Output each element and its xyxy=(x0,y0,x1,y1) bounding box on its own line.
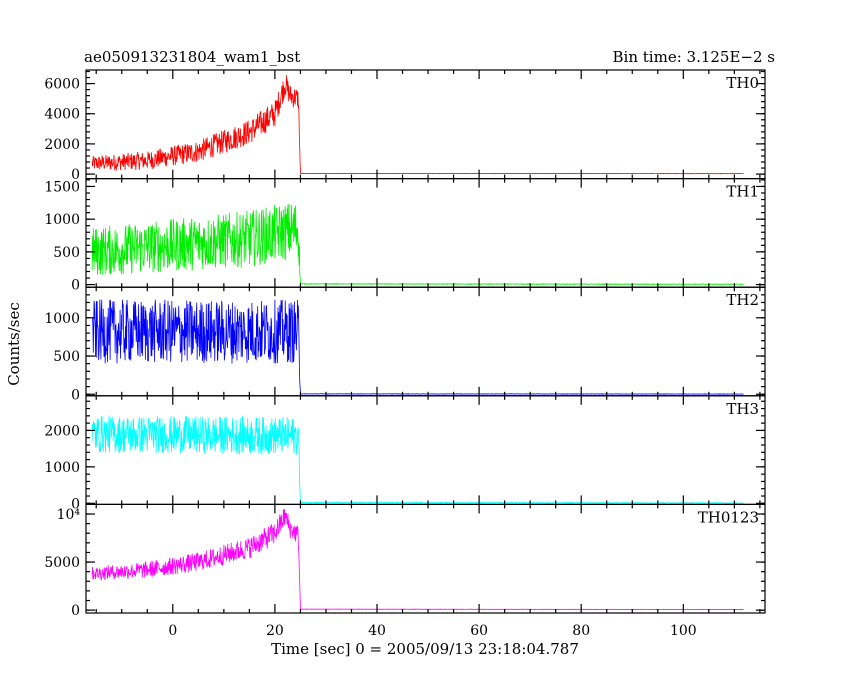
y-tick-label: 10⁴ xyxy=(57,507,81,523)
series-line-th1 xyxy=(91,203,744,286)
panel-label-th0: TH0 xyxy=(726,74,759,92)
y-tick-label: 5000 xyxy=(44,555,80,571)
panel-label-th1: TH1 xyxy=(726,183,759,201)
y-tick-label: 1000 xyxy=(44,311,80,327)
y-tick-label: 0 xyxy=(71,278,80,294)
y-tick-label: 0 xyxy=(71,387,80,403)
series-line-th2 xyxy=(91,299,744,395)
x-tick-label: 40 xyxy=(368,623,386,639)
y-axis-label: Counts/sec xyxy=(5,302,23,386)
panel-frame xyxy=(85,69,766,180)
y-tick-label: 4000 xyxy=(44,107,80,123)
series-line-th3 xyxy=(91,415,744,505)
y-tick-label: 6000 xyxy=(44,77,80,93)
x-tick-label: 80 xyxy=(572,623,590,639)
panel-frame xyxy=(85,178,766,288)
x-tick-label: 100 xyxy=(670,623,697,639)
bin-time-label: Bin time: 3.125E−2 s xyxy=(613,48,775,66)
x-tick-label: 0 xyxy=(168,623,177,639)
chart-title: ae050913231804_wam1_bst xyxy=(84,48,300,66)
x-tick-label: 20 xyxy=(266,623,284,639)
panel-frame xyxy=(85,503,766,614)
panel-label-th3: TH3 xyxy=(726,400,759,418)
x-axis-label: Time [sec] 0 = 2005/09/13 23:18:04.787 xyxy=(271,640,579,658)
y-tick-label: 0 xyxy=(71,496,80,512)
panel-label-th2: TH2 xyxy=(726,291,759,309)
y-tick-label: 500 xyxy=(53,349,80,365)
y-tick-label: 500 xyxy=(53,245,80,261)
x-tick-label: 60 xyxy=(470,623,488,639)
y-tick-label: 2000 xyxy=(44,137,80,153)
series-line-th0 xyxy=(91,75,744,175)
panel-frame xyxy=(85,286,766,397)
y-tick-label: 0 xyxy=(71,603,80,619)
y-tick-label: 1000 xyxy=(44,460,80,476)
y-tick-label: 0 xyxy=(71,167,80,183)
series-line-th0123 xyxy=(91,509,744,611)
y-tick-label: 1000 xyxy=(44,212,80,228)
y-tick-label: 1500 xyxy=(44,179,80,195)
panel-label-th0123: TH0123 xyxy=(698,508,759,526)
panel-frame xyxy=(85,395,766,505)
y-tick-label: 2000 xyxy=(44,423,80,439)
